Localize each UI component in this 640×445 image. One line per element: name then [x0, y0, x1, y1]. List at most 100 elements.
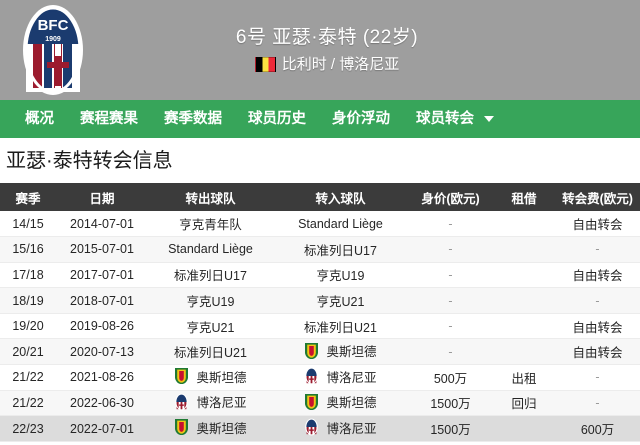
empty-value: - — [595, 242, 600, 257]
cell-date: 2020-07-13 — [56, 338, 148, 366]
cell-market-value: - — [408, 262, 493, 289]
cell-season: 15/16 — [0, 236, 56, 263]
table-row[interactable]: 21/22 2021-08-26 奥斯坦德 博洛尼亚 500万 出租 - — [0, 364, 640, 391]
column-header-season: 赛季 — [0, 183, 56, 211]
cell-market-value: - — [408, 211, 493, 238]
table-header: 赛季 日期 转出球队 转入球队 身价(欧元) 租借 转会费(欧元) — [0, 183, 640, 211]
column-header-to-club: 转入球队 — [273, 183, 408, 211]
table-row[interactable]: 22/23 2022-07-01 奥斯坦德 博洛尼亚 1500万 600万 — [0, 415, 640, 442]
cell-market-value: 1500万 — [408, 390, 493, 417]
club-cell: 奥斯坦德 — [174, 367, 247, 386]
empty-value: - — [448, 242, 453, 257]
bologna-crest-icon — [305, 367, 319, 385]
cell-to-club: Standard Liège — [273, 211, 408, 238]
cell-market-value: - — [408, 287, 493, 314]
club-name: 博洛尼亚 — [326, 421, 377, 436]
cell-to-club: 亨克U21 — [273, 287, 408, 314]
table-row[interactable]: 18/19 2018-07-01 亨克U19 亨克U21 - - — [0, 287, 640, 314]
cell-date: 2014-07-01 — [56, 211, 148, 238]
cell-to-club: 奥斯坦德 — [273, 390, 408, 417]
cell-transfer-fee: 自由转会 — [555, 211, 640, 238]
cell-season: 14/15 — [0, 211, 56, 238]
cell-to-club: 亨克U19 — [273, 262, 408, 289]
cell-loan: 出租 — [493, 364, 555, 391]
oostende-crest-icon — [175, 419, 189, 436]
cell-from-club: 亨克青年队 — [148, 211, 273, 238]
club-name: 奥斯坦德 — [196, 421, 247, 436]
cell-to-club: 奥斯坦德 — [273, 338, 408, 366]
club-cell: 博洛尼亚 — [304, 367, 377, 386]
sidebar-item-overview[interactable]: 概况 — [25, 111, 54, 127]
nationality-club-label: 比利时 / 博洛尼亚 — [281, 55, 400, 73]
tab-player-history[interactable]: 球员历史 — [248, 111, 306, 127]
oostende-crest-icon — [175, 368, 189, 385]
player-nationality-club: 比利时 / 博洛尼亚 — [84, 54, 570, 76]
empty-value: - — [448, 344, 453, 359]
empty-value: - — [448, 267, 453, 282]
cell-loan — [493, 236, 555, 263]
cell-date: 2017-07-01 — [56, 262, 148, 289]
table-header-row: 赛季 日期 转出球队 转入球队 身价(欧元) 租借 转会费(欧元) — [0, 183, 640, 211]
cell-to-club: 博洛尼亚 — [273, 364, 408, 391]
empty-value: - — [448, 293, 453, 308]
cell-season: 17/18 — [0, 262, 56, 289]
player-identity: 6号 亚瑟·泰特 (22岁) 比利时 / 博洛尼亚 — [84, 25, 640, 76]
cell-season: 22/23 — [0, 415, 56, 442]
club-cell: 奥斯坦德 — [304, 341, 377, 360]
table-row[interactable]: 15/16 2015-07-01 Standard Liège 标准列日U17 - - — [0, 236, 640, 263]
player-name: 6号 亚瑟·泰特 (22岁) — [235, 26, 419, 48]
primary-nav[interactable]: 概况 赛程赛果 赛季数据 球员历史 身价浮动 球员转会 — [0, 100, 640, 138]
cell-from-club: 奥斯坦德 — [148, 364, 273, 391]
bologna-crest-icon — [175, 393, 189, 411]
cell-loan: 回归 — [493, 390, 555, 417]
column-header-transfer-fee: 转会费(欧元) — [555, 183, 640, 211]
cell-loan — [493, 338, 555, 366]
club-name: 博洛尼亚 — [196, 396, 247, 411]
cell-loan — [493, 287, 555, 314]
cell-market-value: - — [408, 338, 493, 366]
table-row[interactable]: 20/21 2020-07-13 标准列日U21 奥斯坦德 - 自由转会 — [0, 338, 640, 366]
cell-from-club: Standard Liège — [148, 236, 273, 263]
cell-date: 2021-08-26 — [56, 364, 148, 391]
bologna-fc-crest-icon: BFC 1909 — [23, 5, 83, 95]
cell-season: 21/22 — [0, 364, 56, 391]
page-title: 亚瑟·泰特转会信息 — [6, 150, 173, 172]
empty-value: - — [448, 216, 453, 231]
cell-loan — [493, 262, 555, 289]
club-name: 奥斯坦德 — [326, 345, 377, 360]
empty-value: - — [448, 319, 453, 334]
belgium-flag-icon — [254, 57, 276, 72]
table-row[interactable]: 21/22 2022-06-30 博洛尼亚 奥斯坦德 1500万 回归 - — [0, 390, 640, 417]
column-header-from-club: 转出球队 — [148, 183, 273, 211]
cell-from-club: 亨克U19 — [148, 287, 273, 314]
tab-market-value[interactable]: 身价浮动 — [332, 111, 390, 127]
cell-market-value: 500万 — [408, 364, 493, 391]
table-row[interactable]: 14/15 2014-07-01 亨克青年队 Standard Liège - 自由转会 — [0, 211, 640, 238]
cell-transfer-fee: - — [555, 236, 640, 263]
cell-date: 2022-07-01 — [56, 415, 148, 442]
cell-transfer-fee: 自由转会 — [555, 313, 640, 340]
cell-date: 2019-08-26 — [56, 313, 148, 340]
cell-loan — [493, 313, 555, 340]
tab-transfers[interactable]: 球员转会 — [416, 111, 474, 127]
tab-season-stats[interactable]: 赛季数据 — [164, 111, 222, 127]
cell-season: 21/22 — [0, 390, 56, 417]
club-name: 奥斯坦德 — [196, 370, 247, 385]
crest-year: 1909 — [45, 36, 61, 43]
cell-from-club: 亨克U21 — [148, 313, 273, 340]
chevron-down-icon[interactable] — [484, 116, 494, 122]
cell-loan — [493, 415, 555, 442]
cell-transfer-fee: 600万 — [555, 415, 640, 442]
cell-transfer-fee: - — [555, 390, 640, 417]
cell-from-club: 奥斯坦德 — [148, 415, 273, 442]
cell-season: 18/19 — [0, 287, 56, 314]
table-body: 14/15 2014-07-01 亨克青年队 Standard Liège - 自由转会 1… — [0, 211, 640, 442]
table-row[interactable]: 17/18 2017-07-01 标准列日U17 亨克U19 - 自由转会 — [0, 262, 640, 289]
cell-loan — [493, 211, 555, 238]
tab-fixtures-results[interactable]: 赛程赛果 — [80, 111, 138, 127]
cell-market-value: 1500万 — [408, 415, 493, 442]
cell-to-club: 博洛尼亚 — [273, 415, 408, 442]
table-row[interactable]: 19/20 2019-08-26 亨克U21 标准列日U21 - 自由转会 — [0, 313, 640, 340]
club-cell: 博洛尼亚 — [174, 392, 247, 411]
column-header-loan: 租借 — [493, 183, 555, 211]
